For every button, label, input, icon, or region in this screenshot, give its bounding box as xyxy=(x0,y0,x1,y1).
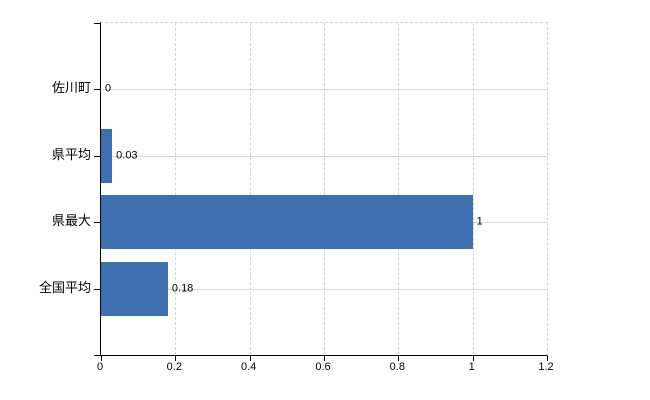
x-tick-label: 0.8 xyxy=(389,361,405,373)
x-tick-label: 0.4 xyxy=(241,361,257,373)
vertical-gridline xyxy=(472,23,474,355)
x-axis-tick xyxy=(472,356,474,361)
x-tick-label: 1 xyxy=(468,361,475,373)
x-tick-label: 0 xyxy=(96,361,104,373)
category-label: 全国平均 xyxy=(38,279,91,295)
vertical-gridline xyxy=(324,23,325,355)
category-label: 佐川町 xyxy=(51,80,91,96)
value-label: 0 xyxy=(105,82,112,95)
category-label: 県平均 xyxy=(51,147,91,162)
plot-area: 0 0.03 1 0.18 xyxy=(94,22,548,361)
value-label: 0.03 xyxy=(116,149,138,162)
x-axis-tick xyxy=(398,356,400,361)
value-label: 1 xyxy=(476,215,483,228)
x-tick-label: 0.2 xyxy=(166,361,182,373)
y-axis-tick xyxy=(94,155,100,157)
vertical-gridline xyxy=(175,23,177,355)
x-tick-label: 0.6 xyxy=(315,361,331,373)
category-label: 県最大 xyxy=(51,213,91,229)
x-axis-tick xyxy=(324,356,325,361)
x-axis-tick xyxy=(249,356,251,361)
y-axis-tick xyxy=(94,355,100,356)
x-axis-tick xyxy=(175,356,177,361)
y-axis-tick xyxy=(94,222,100,224)
y-axis-tick xyxy=(94,23,100,24)
bar xyxy=(101,128,113,183)
x-axis-tick xyxy=(547,356,548,361)
y-axis-tick xyxy=(94,288,100,290)
vertical-gridline xyxy=(249,23,251,355)
bar xyxy=(101,261,168,316)
y-axis-tick xyxy=(94,89,100,91)
value-label: 0.18 xyxy=(171,282,194,295)
vertical-gridline xyxy=(398,23,400,355)
x-axis-tick xyxy=(101,356,102,361)
x-tick-label: 1.2 xyxy=(538,361,554,373)
bar xyxy=(101,195,473,250)
